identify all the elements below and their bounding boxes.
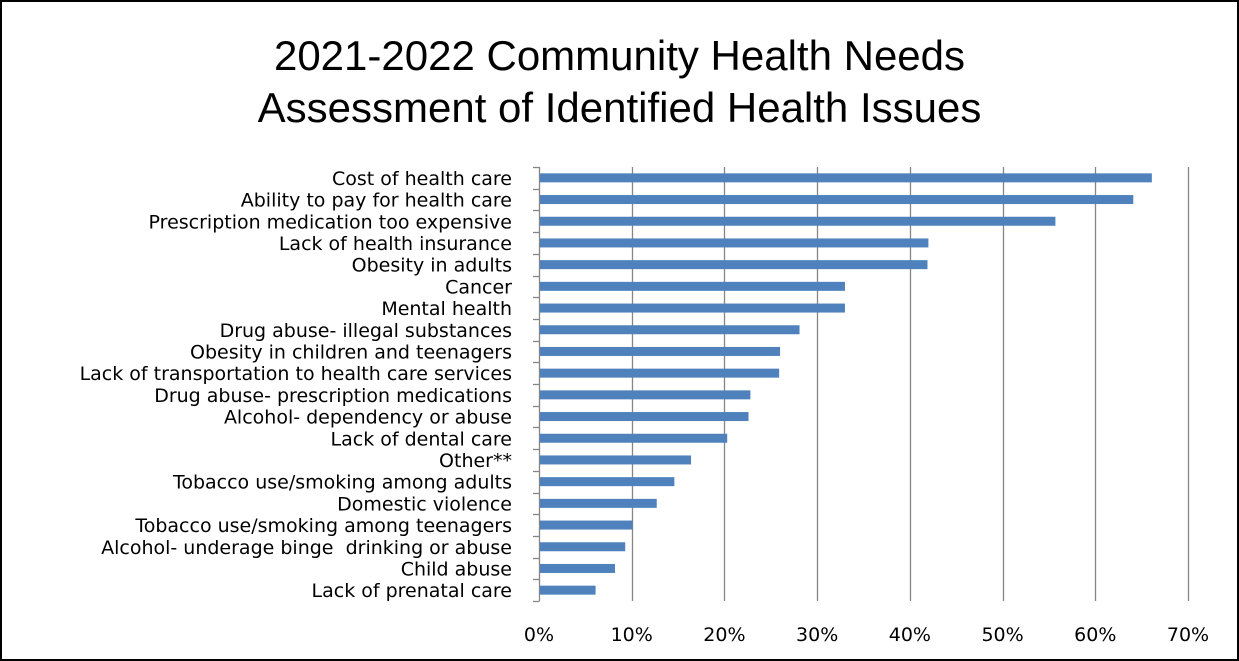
bar (540, 281, 845, 291)
x-tick-label: 70% (1167, 624, 1209, 646)
category-label: Lack of prenatal care (312, 580, 512, 602)
category-label: Lack of health insurance (279, 233, 512, 255)
x-tick-label: 40% (889, 624, 931, 646)
category-label: Obesity in children and teenagers (190, 341, 512, 363)
bar (540, 390, 751, 400)
bar (540, 498, 657, 508)
x-tick-label: 30% (796, 624, 838, 646)
bar (540, 346, 781, 356)
category-label: Tobacco use/smoking among adults (172, 472, 512, 494)
category-label: Mental health (381, 298, 512, 320)
bar (540, 260, 928, 270)
bar (540, 368, 780, 378)
x-tick-label: 50% (981, 624, 1023, 646)
category-label: Prescription medication too expensive (149, 211, 512, 233)
category-label: Other** (439, 450, 512, 472)
category-label: Lack of transportation to health care se… (80, 363, 512, 385)
x-tick-label: 0% (524, 624, 554, 646)
bar (540, 216, 1056, 226)
chart-title: 2021-2022 Community Health Needs Assessm… (0, 30, 1239, 134)
bar (540, 477, 675, 487)
bar (540, 195, 1134, 205)
category-label: Drug abuse- illegal substances (220, 320, 512, 342)
bar (540, 542, 626, 552)
x-tick-labels: 0% 10% 20% 30% 40% 50% 60% 70% (524, 624, 1209, 646)
bar (540, 433, 728, 443)
bar (540, 412, 749, 422)
category-label: Drug abuse- prescription medications (154, 385, 512, 407)
x-tick-label: 10% (611, 624, 653, 646)
category-label: Alcohol- dependency or abuse (224, 407, 512, 429)
category-label: Cancer (445, 276, 512, 298)
bar (540, 325, 800, 335)
x-tick-label: 20% (703, 624, 745, 646)
category-label: Domestic violence (337, 493, 512, 515)
bars (540, 173, 1152, 595)
category-label: Alcohol- underage binge drinking or abus… (101, 537, 512, 559)
bar (540, 520, 633, 530)
bar (540, 303, 845, 313)
category-label: Lack of dental care (331, 428, 512, 450)
y-axis (533, 166, 541, 603)
bar (540, 563, 616, 573)
bar (540, 173, 1152, 183)
bar (540, 455, 692, 465)
category-label: Child abuse (401, 558, 512, 580)
bar (540, 238, 929, 248)
category-label: Tobacco use/smoking among teenagers (134, 515, 512, 537)
category-label: Cost of health care (332, 168, 512, 190)
bar (540, 585, 596, 595)
x-tick-label: 60% (1074, 624, 1116, 646)
category-label: Ability to pay for health care (241, 190, 512, 212)
chart-title-line-2: Assessment of Identified Health Issues (257, 84, 982, 131)
chart-title-line-1: 2021-2022 Community Health Needs (273, 32, 966, 79)
gridlines (631, 167, 1190, 601)
category-label: Obesity in adults (352, 255, 512, 277)
